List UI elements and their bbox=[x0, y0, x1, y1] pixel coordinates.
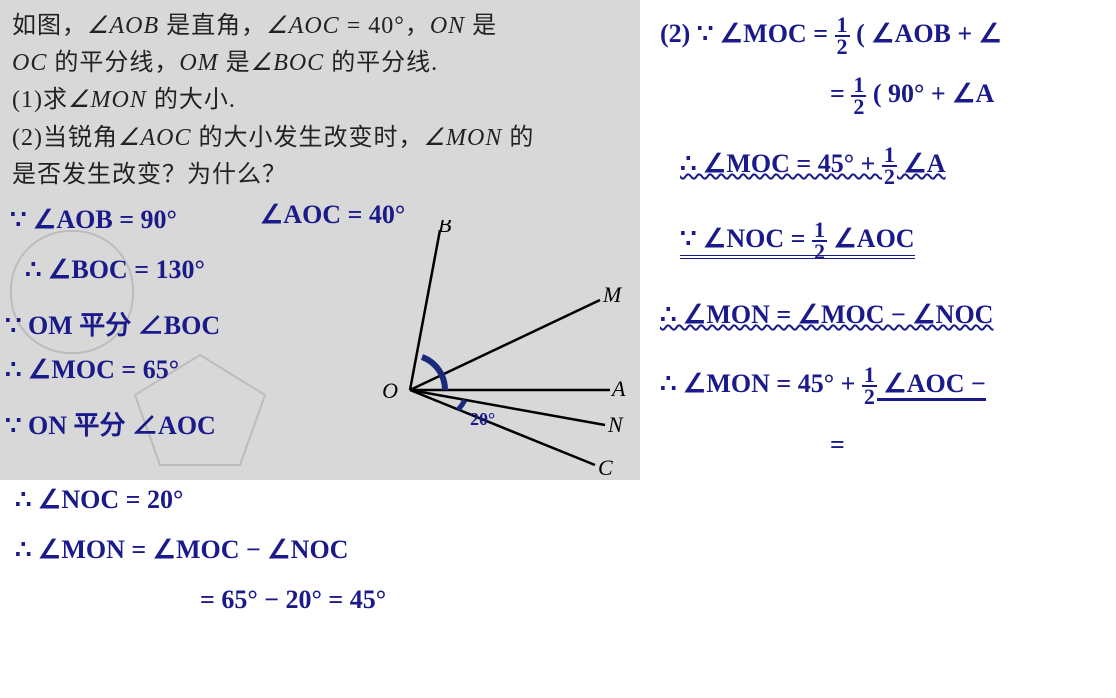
frac-den: 2 bbox=[812, 242, 827, 262]
angle-aob: ∠AOB bbox=[87, 13, 159, 39]
hw-r4: ∵ ∠NOC = 12 ∠AOC bbox=[680, 220, 915, 262]
frac-den: 2 bbox=[851, 97, 866, 117]
text: ∴ ∠MON = ∠MOC − ∠NOC bbox=[15, 535, 348, 564]
arc-marker-2 bbox=[458, 400, 465, 410]
frac-den: 2 bbox=[862, 387, 877, 407]
text: ∵ ON 平分 ∠AOC bbox=[5, 411, 216, 440]
q1-number: (1) bbox=[12, 87, 43, 113]
text: = 40°， bbox=[340, 13, 430, 39]
segment-on: ON bbox=[430, 13, 465, 39]
fraction-half: 12 bbox=[862, 365, 877, 407]
angle-20-label: 20° bbox=[470, 409, 495, 429]
label-c: C bbox=[598, 455, 613, 480]
angle-aoc2: ∠AOC bbox=[118, 125, 192, 151]
hw-line-1a: ∵ ∠AOB = 90° bbox=[10, 205, 177, 235]
frac-den: 2 bbox=[835, 37, 850, 57]
text: ∴ ∠NOC = 20° bbox=[15, 485, 183, 514]
text: 是 bbox=[219, 50, 251, 76]
fraction-half: 12 bbox=[882, 145, 897, 187]
hw-r5: ∴ ∠MON = ∠MOC − ∠NOC bbox=[660, 300, 993, 330]
label-b: B bbox=[438, 220, 451, 237]
text: 的大小发生改变时， bbox=[192, 125, 424, 151]
hw-line-8: = 65° − 20° = 45° bbox=[200, 585, 386, 615]
text: 是否发生改变？为什么？ bbox=[12, 162, 287, 188]
text: 如图， bbox=[12, 13, 87, 39]
hw-r7: = bbox=[830, 430, 845, 460]
question-2-line2: 是否发生改变？为什么？ bbox=[12, 157, 628, 194]
text: ( 90° + ∠A bbox=[866, 79, 994, 108]
hw-line-1b: ∠AOC = 40° bbox=[260, 200, 405, 230]
hw-r6: ∴ ∠MON = 45° + 12 ∠AOC − bbox=[660, 365, 986, 407]
text: 的 bbox=[502, 125, 534, 151]
text: 的平分线. bbox=[324, 50, 438, 76]
text: ∠A bbox=[897, 149, 946, 178]
label-m: M bbox=[602, 282, 623, 307]
text: ∠AOC = 40° bbox=[260, 200, 405, 229]
hw-r2: = 12 ( 90° + ∠A bbox=[830, 75, 994, 117]
text: ( ∠AOB + ∠ bbox=[850, 19, 1002, 48]
text: ∴ ∠MOC = 65° bbox=[5, 355, 179, 384]
text: ∵ ∠NOC = bbox=[680, 224, 812, 253]
text: = bbox=[830, 430, 845, 459]
text: (2) ∵ ∠MOC = bbox=[660, 19, 835, 48]
text: ∠AOC − bbox=[877, 369, 986, 401]
angle-aoc: ∠AOC bbox=[266, 13, 340, 39]
text: 是 bbox=[465, 13, 497, 39]
text: 的平分线， bbox=[47, 50, 179, 76]
text: ∴ ∠MOC = 45° + bbox=[680, 149, 882, 178]
angle-diagram: O A B M N C 20° bbox=[350, 220, 630, 480]
text: 当锐角 bbox=[43, 125, 118, 151]
problem-line-2: OC 的平分线，OM 是∠BOC 的平分线. bbox=[12, 45, 628, 82]
text: ∵ OM 平分 ∠BOC bbox=[5, 311, 220, 340]
segment-oc: OC bbox=[12, 50, 47, 76]
label-o: O bbox=[382, 378, 398, 403]
text: 是直角， bbox=[159, 13, 266, 39]
hw-line-3: ∵ OM 平分 ∠BOC bbox=[5, 305, 220, 342]
ray-om bbox=[410, 300, 600, 390]
angle-mon2: ∠MON bbox=[424, 125, 503, 151]
text: ∠AOC bbox=[827, 224, 915, 253]
q2-number: (2) bbox=[12, 125, 43, 151]
hw-r1: (2) ∵ ∠MOC = 12 ( ∠AOB + ∠ bbox=[660, 15, 1002, 57]
ray-on bbox=[410, 390, 605, 425]
text: = 65° − 20° = 45° bbox=[200, 585, 386, 614]
text: ∴ ∠MON = 45° + bbox=[660, 369, 862, 398]
question-2-line1: (2)当锐角∠AOC 的大小发生改变时，∠MON 的 bbox=[12, 120, 628, 157]
angle-mon: ∠MON bbox=[68, 87, 147, 113]
frac-den: 2 bbox=[882, 167, 897, 187]
text: 的大小. bbox=[147, 87, 236, 113]
hw-line-2: ∴ ∠BOC = 130° bbox=[25, 255, 205, 285]
text: 求 bbox=[43, 87, 68, 113]
hw-line-4: ∴ ∠MOC = 65° bbox=[5, 355, 179, 385]
text: = bbox=[830, 79, 851, 108]
ray-oc bbox=[410, 390, 595, 465]
arc-marker-1 bbox=[422, 357, 445, 390]
problem-line-1: 如图，∠AOB 是直角，∠AOC = 40°，ON 是 bbox=[12, 8, 628, 45]
label-n: N bbox=[607, 412, 624, 437]
hw-line-5: ∵ ON 平分 ∠AOC bbox=[5, 405, 216, 442]
hw-line-6: ∴ ∠NOC = 20° bbox=[15, 485, 183, 515]
fraction-half: 12 bbox=[812, 220, 827, 262]
fraction-half: 12 bbox=[835, 15, 850, 57]
text: ∴ ∠MON = ∠MOC − ∠NOC bbox=[660, 300, 993, 329]
hw-line-7: ∴ ∠MON = ∠MOC − ∠NOC bbox=[15, 535, 348, 565]
segment-om: OM bbox=[179, 50, 218, 76]
question-1: (1)求∠MON 的大小. bbox=[12, 82, 628, 119]
text: ∵ ∠AOB = 90° bbox=[10, 205, 177, 234]
hw-r3: ∴ ∠MOC = 45° + 12 ∠A bbox=[680, 145, 946, 187]
label-a: A bbox=[610, 376, 626, 401]
fraction-half: 12 bbox=[851, 75, 866, 117]
text: ∴ ∠BOC = 130° bbox=[25, 255, 205, 284]
angle-boc: ∠BOC bbox=[251, 50, 325, 76]
